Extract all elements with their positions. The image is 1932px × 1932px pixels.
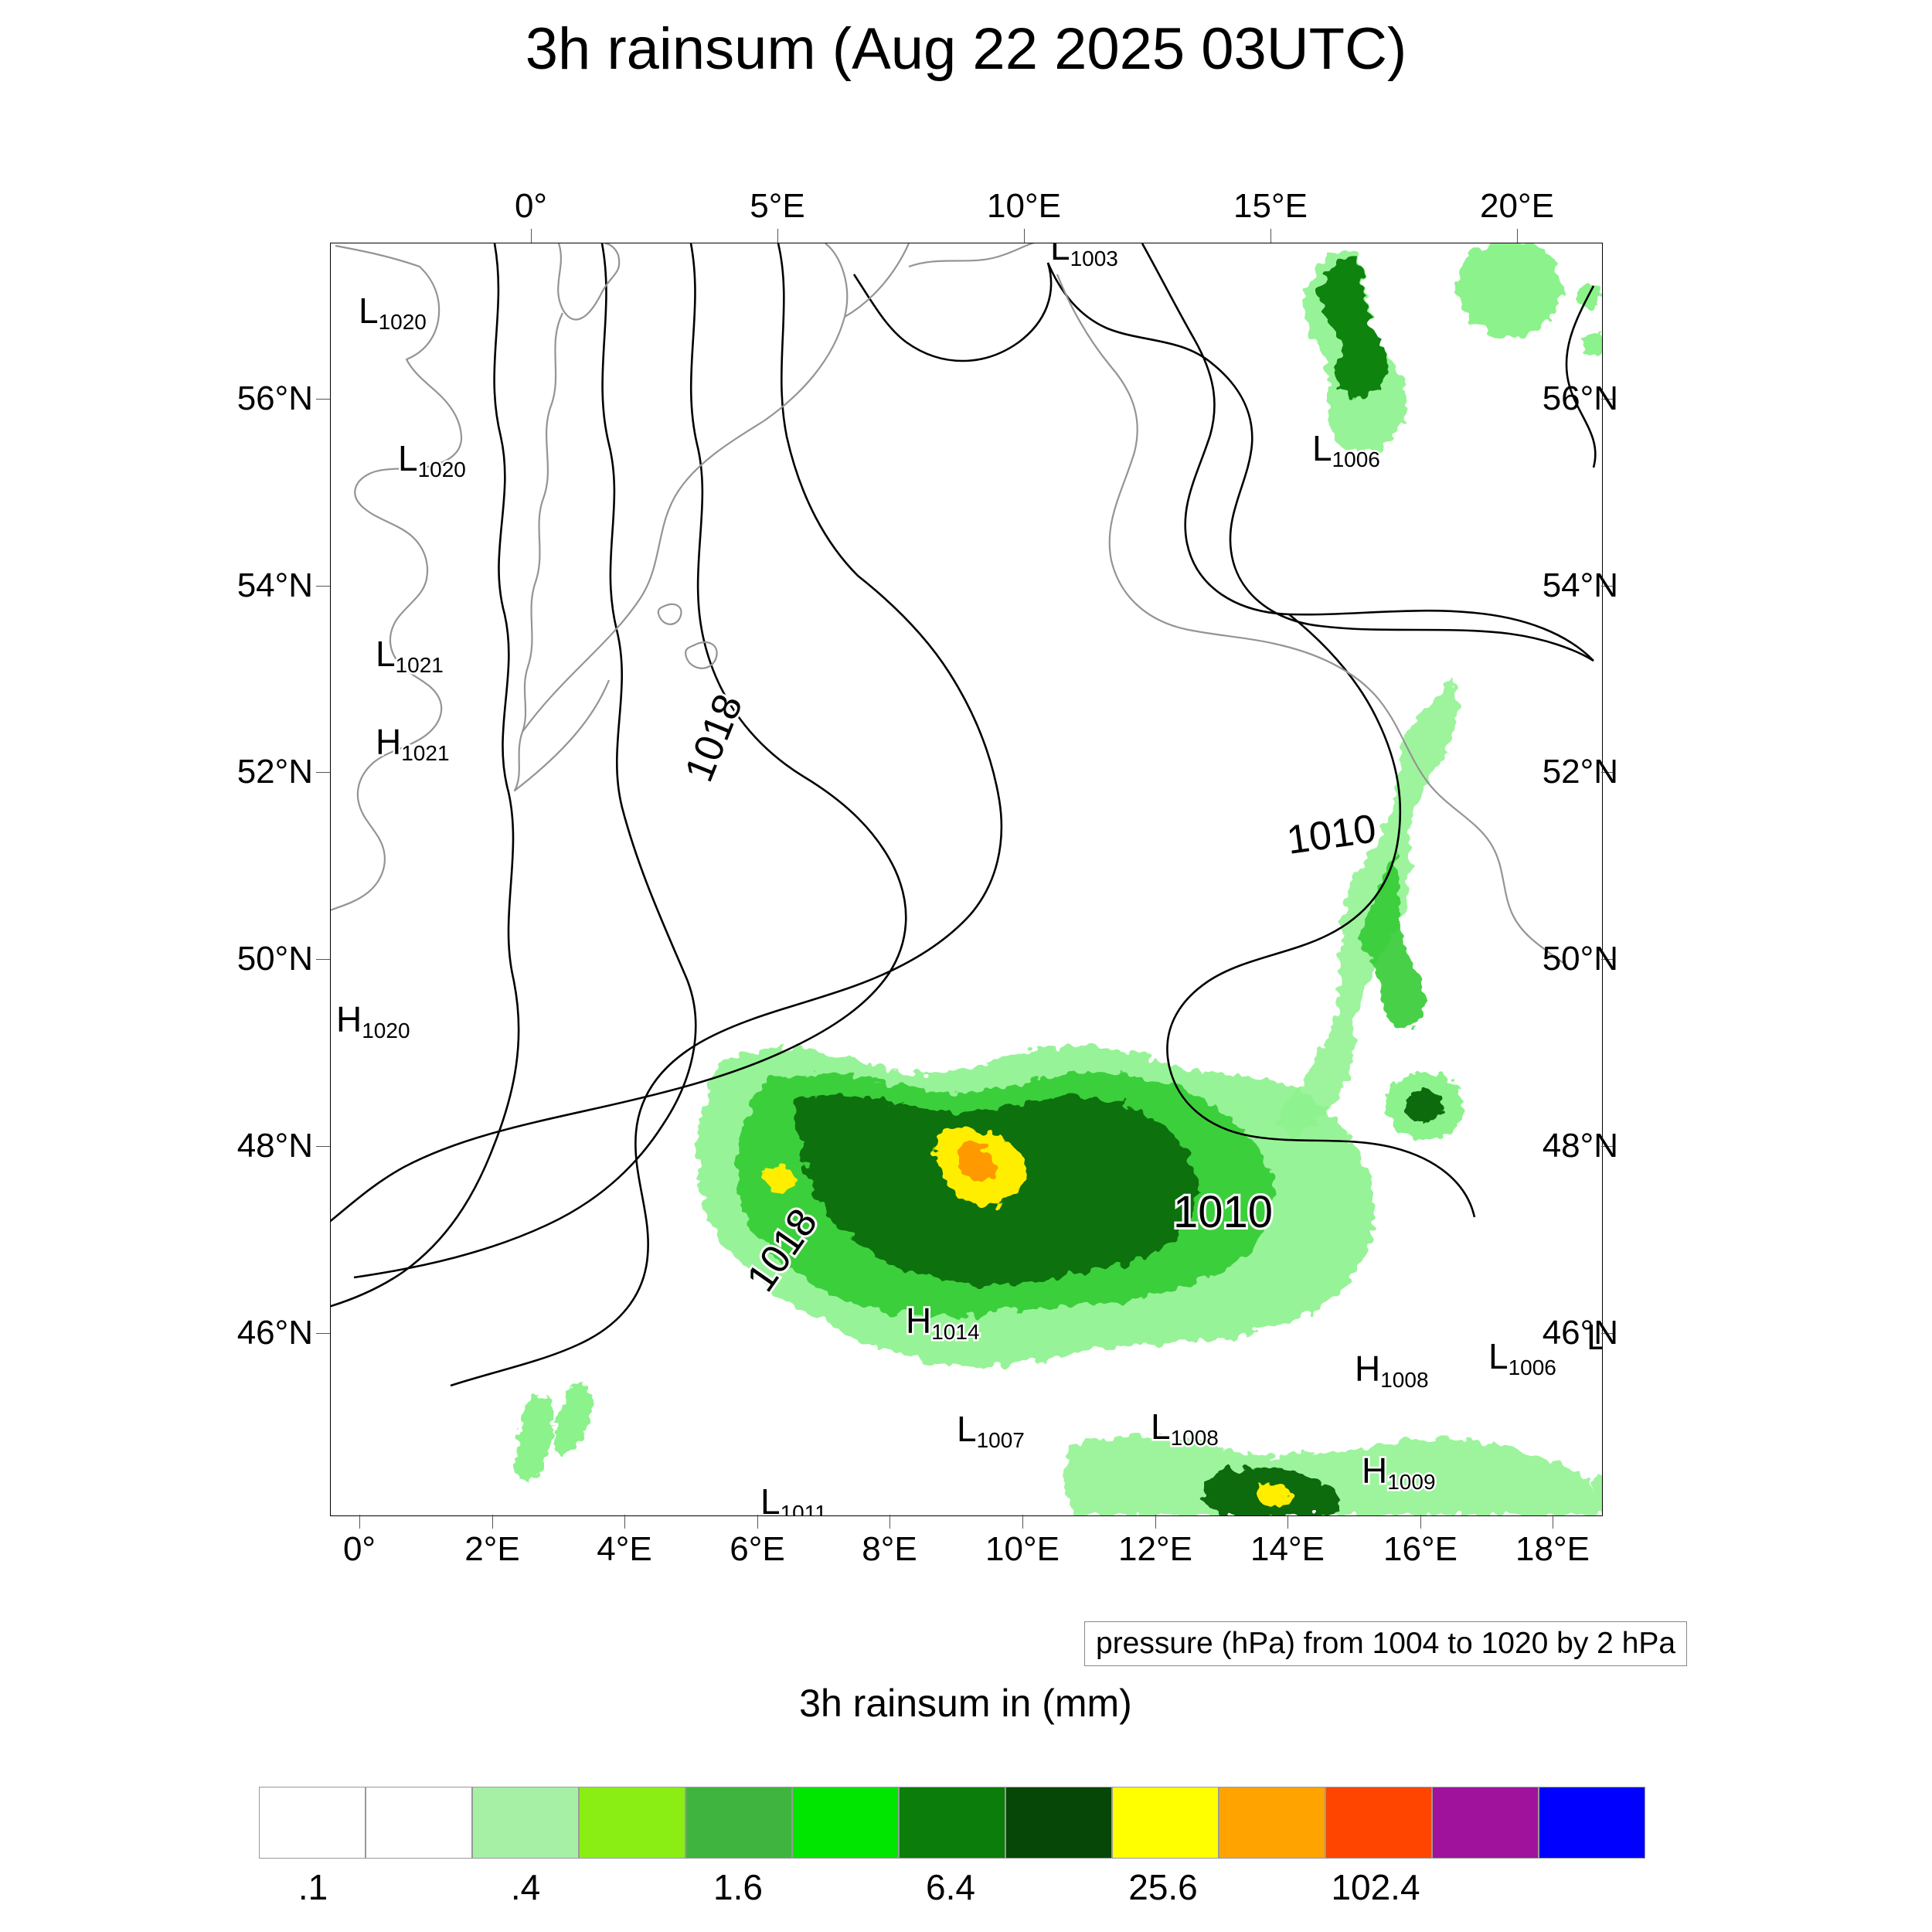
- svg-text:1018: 1018: [676, 689, 751, 788]
- svg-text:1010: 1010: [1284, 806, 1379, 863]
- svg-text:L1020: L1020: [359, 291, 427, 334]
- svg-text:H1021: H1021: [376, 722, 450, 765]
- svg-text:L1020: L1020: [398, 438, 466, 481]
- svg-text:L1021: L1021: [376, 634, 444, 677]
- svg-text:L1007: L1007: [957, 1409, 1025, 1452]
- svg-text:H1020: H1020: [336, 999, 410, 1043]
- svg-text:L1008: L1008: [1151, 1406, 1219, 1450]
- svg-text:H1008: H1008: [1355, 1349, 1429, 1392]
- svg-text:1010: 1010: [1173, 1187, 1273, 1237]
- svg-text:L1003: L1003: [1050, 243, 1118, 270]
- svg-text:L1011: L1011: [760, 1481, 827, 1515]
